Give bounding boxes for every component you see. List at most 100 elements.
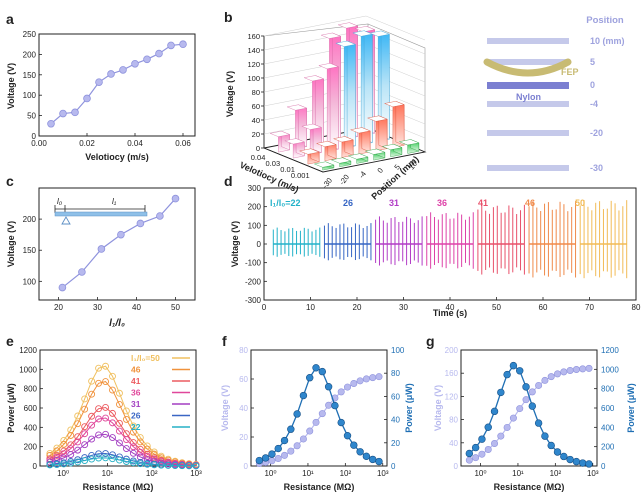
y-tick-label: 0 [33, 462, 38, 471]
x-tick-label: 30 [399, 303, 408, 312]
data-point [129, 428, 137, 436]
bar-3d [313, 161, 335, 171]
bar-3d [369, 30, 391, 142]
position-stripe [487, 130, 569, 136]
data-point [131, 59, 139, 68]
power-point [356, 448, 364, 456]
panel-b: b 0 20 40 60 80 100 120 140 160 0.040.030.010.00… [224, 9, 427, 202]
y-tick-label: 80 [239, 346, 248, 355]
x-axis-label: Resistance (MΩ) [494, 482, 565, 492]
x-tick-label: 10² [146, 469, 158, 478]
y-tick-label: 200 [248, 203, 262, 212]
z-tick-label: 120 [247, 60, 260, 69]
data-point [74, 420, 82, 428]
voltage-point [572, 366, 580, 374]
axis-ticks: 10⁰ 10¹ 10² 10³0408012016020002004006008001… [445, 346, 620, 478]
data-point [157, 461, 165, 469]
position-rows: 10 (mm) 5 0 -4 -20 -30 [487, 36, 625, 173]
x-tick-label: 40 [446, 303, 455, 312]
legend-entry: 26 [343, 198, 353, 208]
data-point [179, 40, 187, 48]
y-tick-label: 0 [32, 132, 37, 141]
nylon-label: Nylon [516, 92, 541, 102]
y-tick-label: 1000 [19, 365, 37, 374]
y-tick-label: -300 [245, 296, 262, 305]
l0-label: l₀ [57, 197, 63, 206]
data-point [95, 379, 103, 387]
position-tick-label: 0 [375, 166, 385, 175]
data-point [122, 436, 130, 443]
panel-label-b: b [224, 9, 233, 25]
data-point [71, 108, 79, 117]
power-point [528, 402, 537, 410]
bar-top-face [354, 26, 376, 33]
voltage-power-series [465, 361, 593, 468]
position-stripe [487, 38, 569, 44]
power-point [566, 455, 574, 464]
data-point [95, 454, 103, 462]
bar-top-face [284, 138, 306, 145]
voltage-point [484, 446, 492, 454]
velocity-tick-label: 0.04 [251, 153, 266, 162]
voltage-signals [272, 200, 628, 279]
panel-label-c: c [6, 173, 14, 189]
position-header: Position [586, 15, 624, 26]
y-tick-label: 20 [391, 439, 400, 448]
bar-3d [298, 148, 320, 165]
x-tick-label: 10⁰ [474, 469, 486, 478]
y-tick-label: 200 [601, 443, 615, 452]
power-series-group [46, 454, 200, 470]
position-schematic: Position 10 (mm) 5 0 -4 -20 -30 FEP Nylon [483, 15, 625, 173]
x-tick-label: 10³ [587, 469, 599, 478]
bar-top-face [315, 141, 337, 147]
power-point [465, 449, 474, 458]
voltage-series [255, 373, 383, 468]
bar-top-face [269, 130, 291, 137]
power-point [585, 460, 593, 468]
voltage-point [478, 450, 486, 458]
y-tick-label: 100 [23, 277, 37, 286]
bar-top-face [366, 115, 388, 122]
bar-3d [335, 40, 357, 149]
y-axis-label: Voltage (V) [220, 385, 230, 431]
velocity-tick-label: 0.01 [280, 165, 295, 174]
x-tick-label: 0.00 [31, 139, 47, 148]
bar-top-face [369, 30, 391, 37]
x-tick-label: 10⁰ [57, 469, 69, 478]
voltage-point [522, 396, 530, 404]
power-point [490, 407, 499, 416]
plot-frame [38, 33, 196, 137]
voltage-point [312, 418, 320, 426]
y-tick-label: 20 [239, 433, 248, 442]
y2-axis-label: Power (μW) [404, 383, 414, 433]
bar-top-face [318, 63, 340, 70]
data-point [136, 460, 144, 468]
data-point [109, 434, 116, 441]
x-tick-label: 70 [585, 303, 594, 312]
x-tick-label: 0.02 [79, 139, 95, 148]
panel-label-e: e [6, 333, 14, 349]
y2-axis-label: Power (μW) [626, 383, 636, 433]
x-tick-label: 0 [262, 303, 267, 312]
voltage-point [579, 365, 587, 373]
data-point [155, 49, 163, 58]
data-point [60, 440, 68, 448]
data-points [47, 40, 187, 128]
data-point [47, 119, 55, 128]
power-point [534, 419, 543, 427]
x-tick-label: 20 [54, 303, 63, 312]
signal-burst [426, 212, 474, 269]
data-point [46, 461, 54, 469]
velocity-tick-label: 0.001 [291, 171, 310, 180]
bar-3d [349, 127, 371, 155]
x-tick-label: 50 [171, 303, 180, 312]
data-point [116, 419, 123, 427]
x-axis-label: Time (s) [433, 308, 467, 318]
y-tick-label: 160 [445, 369, 459, 378]
bar-top-face [313, 161, 335, 168]
power-series [465, 361, 593, 468]
data-point [136, 453, 144, 461]
position-value: -20 [590, 128, 603, 138]
